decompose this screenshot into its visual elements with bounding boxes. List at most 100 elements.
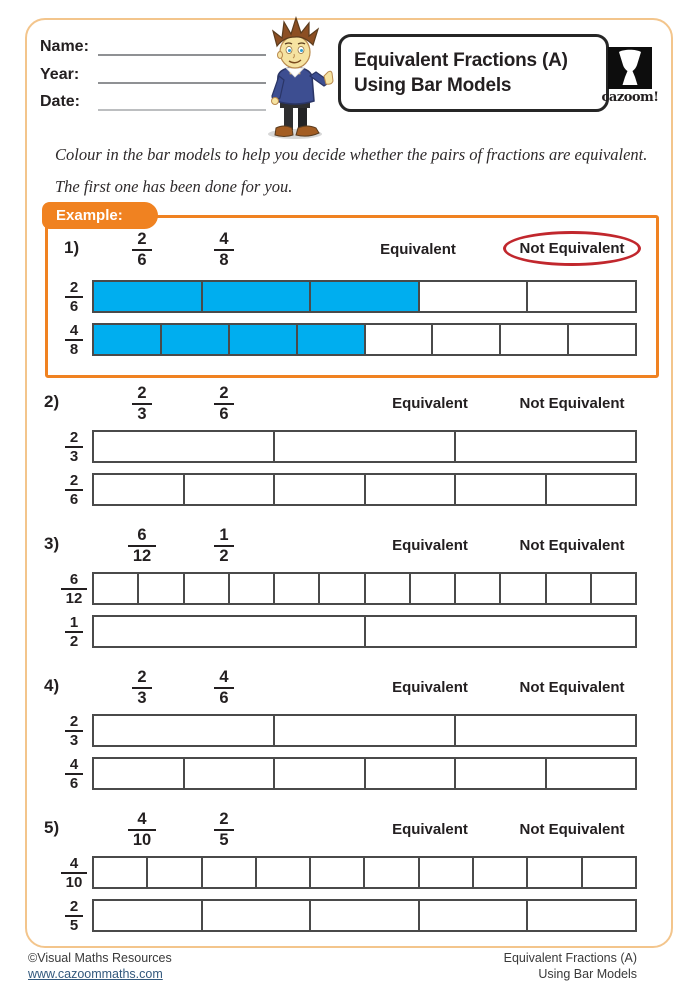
bar-cell[interactable]	[456, 432, 635, 461]
option-not-equivalent[interactable]: Not Equivalent	[519, 395, 625, 412]
option-not-equivalent[interactable]: Not Equivalent	[488, 231, 656, 266]
option-equivalent[interactable]: Equivalent	[392, 395, 468, 412]
bar-cell[interactable]	[592, 574, 635, 603]
fraction-numerator: 1	[219, 526, 229, 544]
bar-cell-filled[interactable]	[94, 325, 162, 354]
option-equivalent[interactable]: Equivalent	[392, 821, 468, 838]
bar-model	[92, 714, 637, 747]
option-not-equivalent[interactable]: Not Equivalent	[519, 679, 625, 696]
bar-cell[interactable]	[94, 716, 275, 745]
bar-cell[interactable]	[257, 858, 312, 887]
option-equivalent[interactable]: Equivalent	[392, 537, 468, 554]
name-field-row: Name:	[40, 38, 266, 60]
bar-cell[interactable]	[528, 282, 635, 311]
date-input-line[interactable]	[98, 93, 266, 111]
bar-cell[interactable]	[420, 858, 475, 887]
bar-cell[interactable]	[365, 858, 420, 887]
bar-cell[interactable]	[501, 574, 547, 603]
bar-cell[interactable]	[203, 858, 257, 887]
mascot-illustration	[268, 16, 334, 139]
bar-cell[interactable]	[275, 716, 456, 745]
fraction-a: 4 10	[118, 810, 166, 850]
bar-cell[interactable]	[94, 858, 149, 887]
bar-cell-filled[interactable]	[297, 325, 366, 354]
bar-cell[interactable]	[94, 574, 140, 603]
bar-cell[interactable]	[474, 858, 529, 887]
bar-cell[interactable]	[366, 325, 434, 354]
fraction-numerator: 2	[137, 668, 147, 686]
bar-cell[interactable]	[275, 759, 366, 788]
bar-cell[interactable]	[420, 901, 529, 930]
bar-cell[interactable]	[275, 432, 456, 461]
fraction-numerator: 2	[137, 230, 147, 248]
year-input-line[interactable]	[98, 66, 266, 84]
fraction-numerator: 4	[69, 755, 79, 773]
bar-cell[interactable]	[185, 475, 275, 504]
option-equivalent[interactable]: Equivalent	[380, 241, 456, 258]
fraction-denominator: 5	[64, 914, 84, 934]
bar-cell[interactable]	[420, 282, 529, 311]
bar-cell[interactable]	[148, 858, 203, 887]
bar-cell[interactable]	[547, 574, 592, 603]
footer-website-link[interactable]: www.cazoommaths.com	[28, 967, 163, 981]
bar-cell[interactable]	[185, 574, 230, 603]
bar-cell[interactable]	[366, 759, 456, 788]
bar-cell[interactable]	[320, 574, 366, 603]
bar-cell[interactable]	[456, 716, 635, 745]
bar-cell[interactable]	[203, 901, 312, 930]
bar-cell[interactable]	[456, 574, 502, 603]
bar-model	[92, 856, 637, 889]
bar-cell[interactable]	[366, 574, 411, 603]
bar-cell[interactable]	[366, 617, 636, 646]
bar-cell[interactable]	[547, 759, 636, 788]
bar-cell-filled[interactable]	[94, 282, 203, 311]
bar-cell-filled[interactable]	[311, 282, 420, 311]
option-not-equivalent[interactable]: Not Equivalent	[519, 821, 625, 838]
name-input-line[interactable]	[98, 38, 266, 56]
bar-cell-filled[interactable]	[202, 282, 312, 311]
bar-cell[interactable]	[230, 574, 275, 603]
bar-cell[interactable]	[528, 858, 583, 887]
bar-cell[interactable]	[411, 574, 456, 603]
fraction-denominator: 3	[64, 445, 84, 465]
bar-cell[interactable]	[583, 858, 635, 887]
date-label: Date:	[40, 93, 81, 110]
bar-cell[interactable]	[275, 574, 321, 603]
bar-cell[interactable]	[311, 901, 420, 930]
instructions-line2: The first one has been done for you.	[55, 177, 293, 196]
bar-cell[interactable]	[456, 759, 547, 788]
bar-cell[interactable]	[311, 858, 366, 887]
bar-cell[interactable]	[366, 475, 456, 504]
bar-cell[interactable]	[185, 759, 275, 788]
bar-model	[92, 280, 637, 313]
bar-cell[interactable]	[94, 432, 275, 461]
bar-cell[interactable]	[275, 475, 366, 504]
bar-cell-filled[interactable]	[229, 325, 298, 354]
bar-cell[interactable]	[456, 475, 547, 504]
fraction-denominator: 2	[214, 545, 234, 566]
bar-cell[interactable]	[501, 325, 570, 354]
bar-cell[interactable]	[528, 901, 635, 930]
bar-cell[interactable]	[547, 475, 636, 504]
bar-cell[interactable]	[94, 901, 203, 930]
bar-cell[interactable]	[94, 617, 366, 646]
bar-cell[interactable]	[94, 475, 185, 504]
bar-cell[interactable]	[433, 325, 502, 354]
bar-cell[interactable]	[94, 759, 185, 788]
bar-cell[interactable]	[569, 325, 635, 354]
option-equivalent[interactable]: Equivalent	[392, 679, 468, 696]
bar-cell-filled[interactable]	[161, 325, 230, 354]
bar-cell[interactable]	[139, 574, 185, 603]
option-not-equivalent[interactable]: Not Equivalent	[519, 537, 625, 554]
footer-right: Equivalent Fractions (A) Using Bar Model…	[504, 950, 637, 982]
